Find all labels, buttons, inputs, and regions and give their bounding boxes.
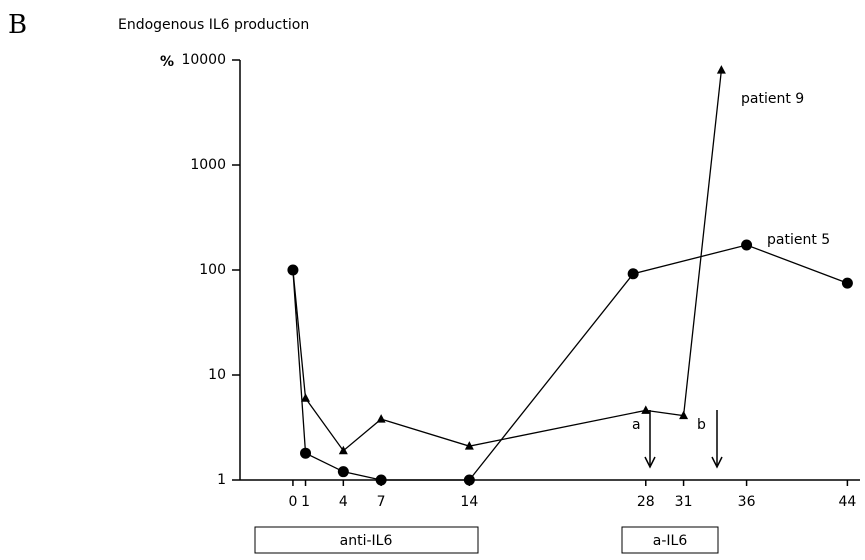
y-tick-label: 1 [217, 472, 226, 488]
x-tick-label: 7 [377, 494, 386, 510]
marker [641, 405, 651, 414]
marker [288, 265, 298, 274]
y-tick-label: 10 [208, 367, 226, 383]
marker [376, 414, 386, 423]
x-tick-label: 0 [288, 494, 297, 510]
x-tick-label: 28 [637, 494, 655, 510]
arrow-head [644, 456, 656, 469]
series-line [292, 244, 848, 481]
marker [464, 441, 474, 450]
marker [679, 410, 689, 420]
marker [716, 65, 726, 74]
series-line [292, 70, 723, 452]
marker [301, 393, 311, 402]
annotation: a-IL6 [653, 533, 688, 549]
x-tick-label: 36 [738, 494, 756, 510]
marker [338, 445, 348, 455]
marker [841, 277, 853, 289]
arrow-head [711, 456, 723, 469]
marker [627, 268, 639, 280]
annotation-box [621, 526, 719, 554]
annotation: anti-IL6 [340, 533, 393, 549]
x-tick-label: 4 [339, 494, 348, 510]
marker [463, 474, 475, 486]
panel-label: B [8, 10, 27, 40]
marker [375, 474, 387, 486]
y-tick-label: 1000 [190, 157, 226, 173]
series-label: patient 9 [741, 91, 804, 107]
x-tick-label: 44 [838, 494, 856, 510]
x-tick-label: 1 [301, 494, 310, 510]
y-label: % [160, 54, 174, 70]
chart-title: Endogenous IL6 production [118, 17, 309, 33]
marker [741, 239, 753, 251]
y-tick-label: 100 [199, 262, 226, 278]
x-tick-label: 14 [460, 494, 478, 510]
x-tick-label: 31 [675, 494, 693, 510]
annotation-box [254, 526, 479, 554]
marker [337, 466, 349, 478]
y-tick-label: 10000 [181, 52, 226, 68]
series-label: patient 5 [767, 232, 830, 248]
annotation: a [632, 417, 641, 433]
marker [300, 447, 312, 459]
annotation: b [697, 417, 706, 433]
